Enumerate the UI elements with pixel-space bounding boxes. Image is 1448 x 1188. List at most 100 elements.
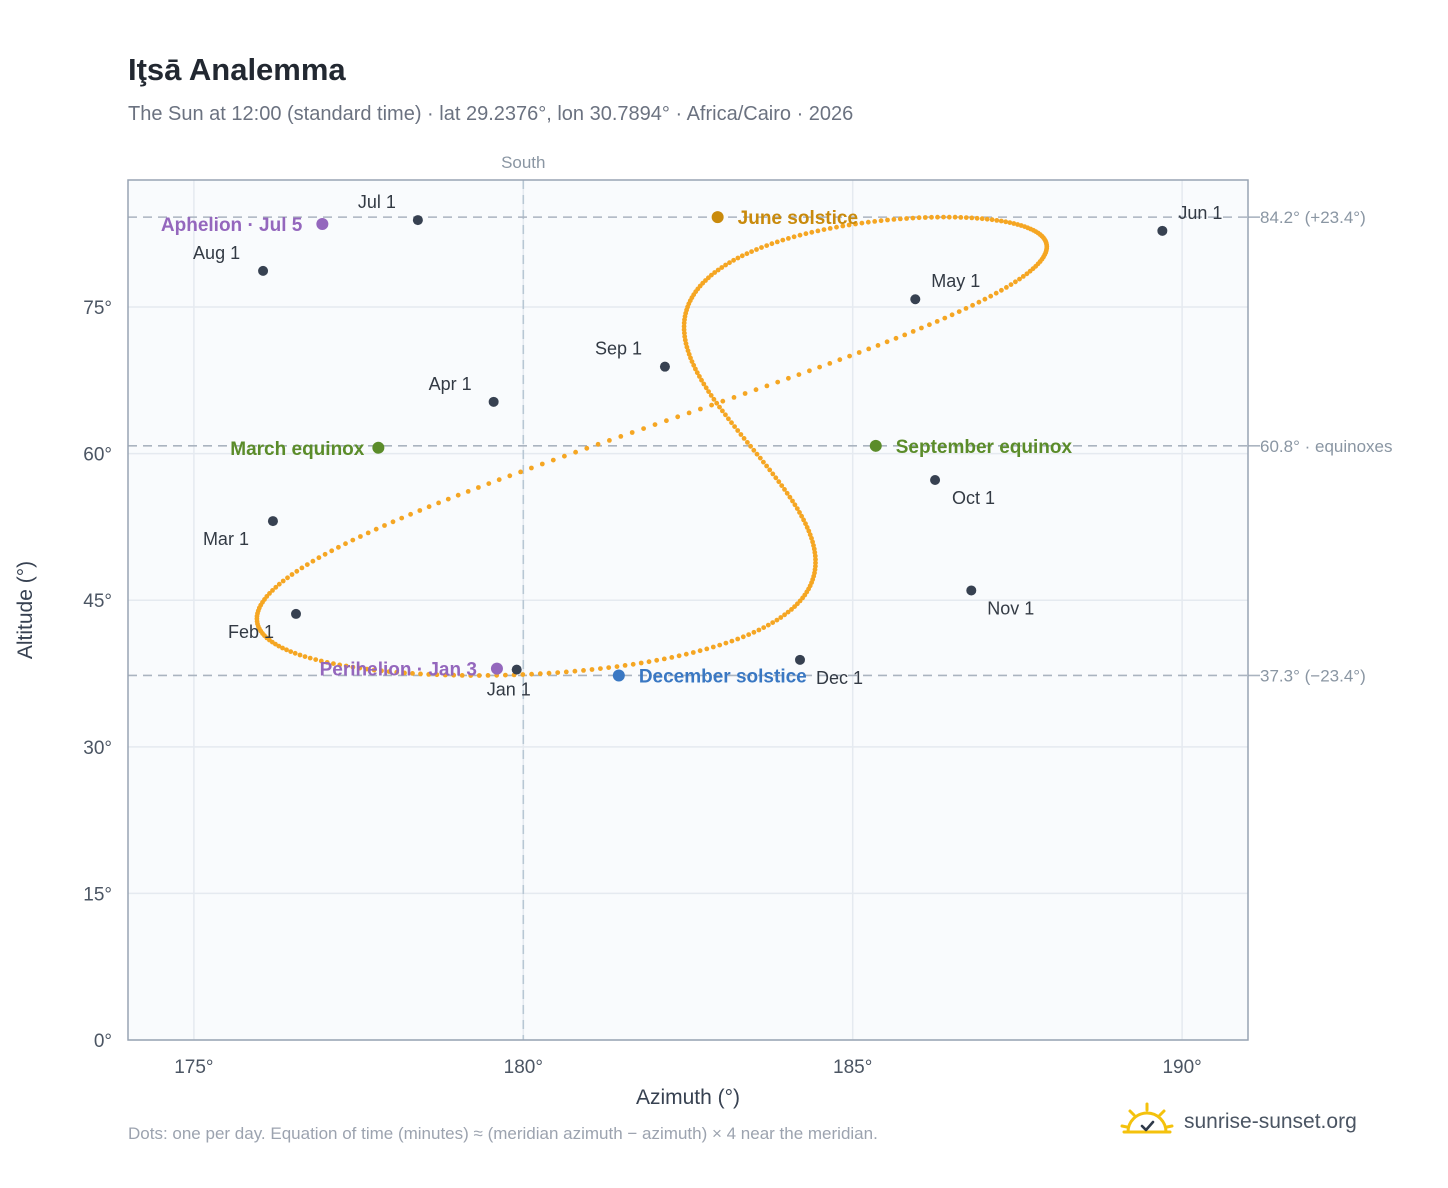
analemma-day-dot xyxy=(744,251,750,257)
analemma-day-dot xyxy=(1024,271,1030,277)
analemma-day-dot xyxy=(946,214,952,220)
analemma-day-dot xyxy=(813,563,818,569)
analemma-day-dot xyxy=(520,672,526,677)
analemma-day-dot xyxy=(691,362,697,368)
analemma-day-dot xyxy=(791,234,797,240)
analemma-day-dot xyxy=(775,379,781,385)
analemma-day-dot xyxy=(963,215,969,221)
analemma-day-dot xyxy=(856,350,862,355)
analemma-day-dot xyxy=(827,361,833,366)
month-marker-label: Jun 1 xyxy=(1178,203,1222,223)
analemma-day-dot xyxy=(782,487,787,492)
analemma-day-dot xyxy=(573,449,578,455)
event-label: March equinox xyxy=(230,439,365,460)
analemma-day-dot xyxy=(884,339,890,345)
analemma-day-dot xyxy=(343,663,349,669)
meridian-label: South xyxy=(501,153,545,172)
analemma-day-dot xyxy=(998,218,1004,224)
analemma-day-dot xyxy=(840,223,846,229)
analemma-day-dot xyxy=(418,671,423,677)
analemma-day-dot xyxy=(993,290,999,296)
analemma-day-dot xyxy=(529,465,534,471)
analemma-day-dot xyxy=(837,357,843,363)
analemma-day-dot xyxy=(784,490,790,496)
analemma-curve xyxy=(254,214,1050,678)
analemma-day-dot xyxy=(284,647,289,653)
analemma-day-dot xyxy=(810,539,815,545)
analemma-day-dot xyxy=(723,262,728,268)
chart-title: Iţsā Analemma xyxy=(128,52,346,87)
analemma-day-dot xyxy=(476,485,481,490)
analemma-day-dot xyxy=(935,214,940,220)
analemma-day-dot xyxy=(812,550,818,555)
analemma-day-dot xyxy=(919,325,924,331)
analemma-day-dot xyxy=(709,272,714,278)
analemma-day-dot xyxy=(371,667,377,673)
analemma-day-dot xyxy=(694,370,700,376)
analemma-day-dot xyxy=(539,461,545,467)
event-label: June solstice xyxy=(738,208,858,229)
analemma-day-dot xyxy=(749,249,754,255)
chart-subtitle: The Sun at 12:00 (standard time) · lat 2… xyxy=(128,103,854,125)
analemma-day-dot xyxy=(726,416,731,422)
analemma-day-dot xyxy=(646,659,652,665)
x-tick-label: 185° xyxy=(833,1057,872,1078)
analemma-day-dot xyxy=(774,239,780,245)
analemma-day-dot xyxy=(759,245,764,250)
analemma-day-dot xyxy=(875,343,881,348)
analemma-day-dot xyxy=(941,214,946,220)
analemma-day-dot xyxy=(806,528,812,534)
month-marker-label: Oct 1 xyxy=(952,488,995,508)
grid-lines xyxy=(128,180,1248,1041)
analemma-day-dot xyxy=(350,664,356,670)
analemma-day-dot xyxy=(982,296,988,302)
analemma-day-dot xyxy=(1027,268,1033,274)
analemma-day-dot xyxy=(767,467,773,473)
event-label: Perihelion · Jan 3 xyxy=(320,660,477,681)
analemma-day-dot xyxy=(934,319,940,324)
analemma-day-dot xyxy=(916,215,922,221)
analemma-day-dot xyxy=(942,315,948,321)
analemma-day-dot xyxy=(731,257,736,263)
analemma-day-dot xyxy=(804,525,810,530)
analemma-day-dot xyxy=(746,632,752,637)
analemma-day-dot xyxy=(776,479,782,485)
analemma-day-dot xyxy=(778,615,784,620)
analemma-day-dot xyxy=(1003,219,1009,225)
analemma-day-dot xyxy=(555,670,561,675)
month-marker xyxy=(659,361,670,372)
brand[interactable]: sunrise-sunset.org xyxy=(1120,1100,1357,1144)
analemma-day-dot xyxy=(294,568,300,574)
analemma-day-dot xyxy=(382,523,387,528)
analemma-day-dot xyxy=(729,638,735,644)
event-marker xyxy=(711,211,724,224)
month-marker-label: Jan 1 xyxy=(487,680,531,700)
analemma-day-dot xyxy=(581,668,586,673)
analemma-day-dot xyxy=(893,335,899,341)
analemma-day-dot xyxy=(801,517,806,523)
analemma-day-dot xyxy=(318,658,324,664)
event-label: Aphelion · Jul 5 xyxy=(161,215,303,236)
analemma-day-dot xyxy=(292,650,298,656)
analemma-day-dot xyxy=(675,414,681,420)
analemma-day-dot xyxy=(797,510,802,515)
analemma-day-dot xyxy=(807,368,812,374)
analemma-day-dot xyxy=(669,655,675,660)
analemma-day-dot xyxy=(307,655,313,661)
analemma-day-dot xyxy=(958,215,964,220)
analemma-day-dot xyxy=(846,222,852,228)
analemma-day-dot xyxy=(365,530,371,536)
analemma-day-dot xyxy=(929,214,934,220)
analemma-day-dot xyxy=(297,652,303,658)
analemma-day-dot xyxy=(711,396,717,402)
reference-line-label: 37.3° (−23.4°) xyxy=(1260,666,1366,685)
analemma-day-dot xyxy=(373,526,379,532)
analemma-day-dot xyxy=(792,502,798,508)
analemma-day-dot xyxy=(754,247,759,252)
analemma-day-dot xyxy=(390,519,396,525)
analemma-day-dot xyxy=(910,215,916,221)
analemma-day-dot xyxy=(796,372,802,377)
analemma-day-dot xyxy=(697,374,702,379)
analemma-day-dot xyxy=(537,671,543,677)
analemma-day-dot xyxy=(738,432,744,437)
